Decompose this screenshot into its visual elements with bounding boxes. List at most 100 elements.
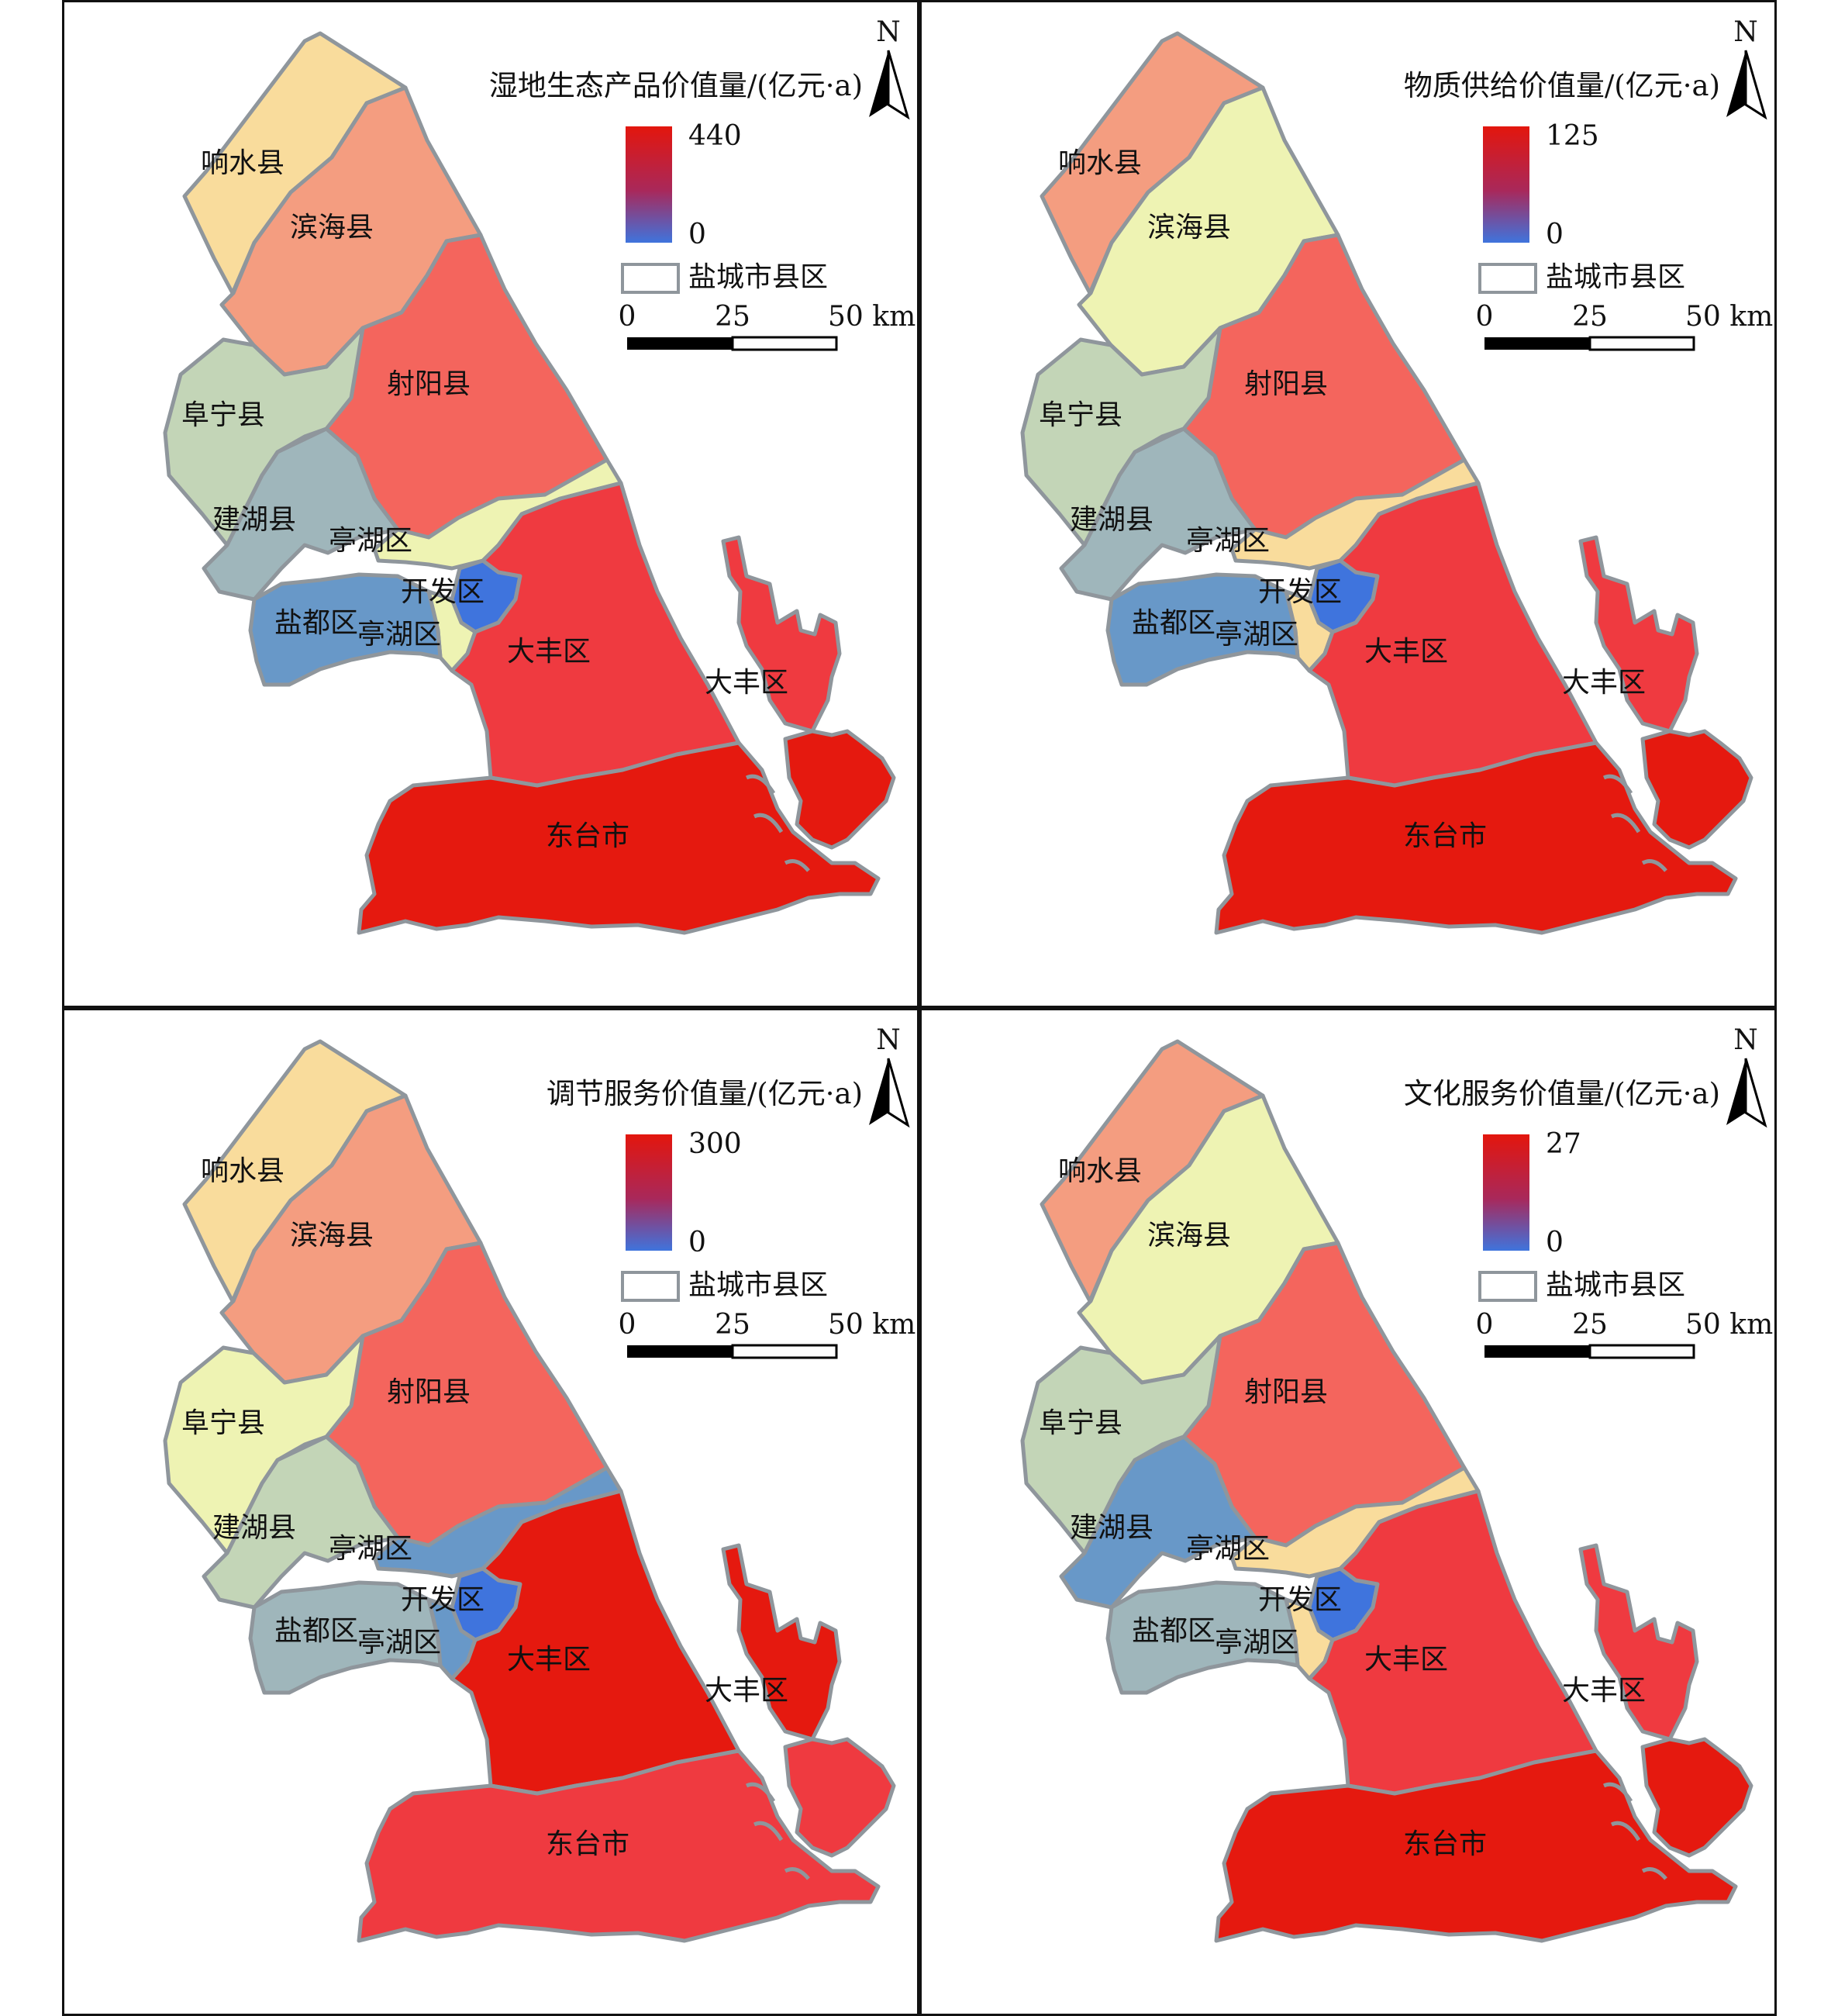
region-dongtai xyxy=(357,1748,881,1943)
legend-max: 440 xyxy=(688,120,742,152)
scale-segment-black xyxy=(1484,337,1590,350)
north-arrow-right xyxy=(887,1058,910,1128)
legend-max: 300 xyxy=(688,1128,742,1160)
label-xiangshui: 响水县 xyxy=(1058,1155,1142,1187)
coast-mark xyxy=(1610,813,1641,834)
county-regions xyxy=(163,31,896,935)
boundary-label: 盐城市县区 xyxy=(1546,1269,1685,1301)
legend-min: 0 xyxy=(688,219,706,250)
label-kaifa: 开发区 xyxy=(401,1584,484,1616)
scale-segment-black xyxy=(627,1345,733,1358)
color-ramp xyxy=(626,126,672,243)
coast-mark xyxy=(753,813,784,834)
region-dongtai xyxy=(1214,1748,1738,1943)
county-regions xyxy=(163,1039,896,1943)
region-jianhu xyxy=(1059,426,1257,602)
region-jianhu xyxy=(202,426,400,602)
legend-max: 125 xyxy=(1546,120,1599,152)
label-kaifa: 开发区 xyxy=(1258,576,1342,608)
scale-tick: 25 xyxy=(1572,301,1608,333)
label-jianhu: 建湖县 xyxy=(1070,1512,1153,1544)
label-binhai: 滨海县 xyxy=(1147,212,1231,243)
label-xiangshui: 响水县 xyxy=(201,147,284,179)
region-dongtai-e xyxy=(1640,729,1753,850)
label-jianhu: 建湖县 xyxy=(212,504,296,536)
coastline-details xyxy=(1602,774,1667,872)
region-dafeng xyxy=(1307,1489,1598,1796)
north-arrow-left xyxy=(869,1058,888,1125)
label-dongtai: 东台市 xyxy=(546,1828,629,1860)
north-label: N xyxy=(876,1024,901,1056)
north-arrow-left xyxy=(1726,1058,1746,1125)
legend-min: 0 xyxy=(688,1227,706,1258)
boundary-swatch xyxy=(1478,263,1537,294)
label-dafeng-e: 大丰区 xyxy=(1562,667,1646,699)
scale-tick: 50 km xyxy=(1685,1309,1773,1341)
scale-tick: 0 xyxy=(619,1309,636,1341)
label-dafeng: 大丰区 xyxy=(507,636,591,668)
county-regions xyxy=(1020,31,1753,935)
label-tinghu-s: 亭湖区 xyxy=(357,619,441,651)
boundary-swatch xyxy=(1478,1271,1537,1302)
scale-bar: 0 25 50 km xyxy=(1476,1309,1773,1359)
map-svg: 响水县滨海县射阳县阜宁县建湖县亭湖区开发区盐都区亭湖区大丰区大丰区东台市N湿地生… xyxy=(163,16,916,935)
label-sheyang: 射阳县 xyxy=(1244,1376,1328,1408)
label-xiangshui: 响水县 xyxy=(201,1155,284,1187)
color-ramp xyxy=(626,1134,672,1251)
region-dafeng-e xyxy=(721,535,842,734)
scale-tick: 25 xyxy=(715,301,750,333)
scale-tick: 25 xyxy=(715,1309,750,1341)
north-label: N xyxy=(1733,1024,1758,1056)
north-arrow: N xyxy=(1726,1024,1767,1128)
legend: 文化服务价值量/(亿元·a) 27 0 盐城市县区 xyxy=(1404,1077,1720,1302)
region-dafeng-e xyxy=(1578,535,1699,734)
label-kaifa: 开发区 xyxy=(401,576,484,608)
boundary-label: 盐城市县区 xyxy=(688,261,828,293)
label-yandu: 盐都区 xyxy=(1132,1615,1215,1647)
region-jianhu xyxy=(202,1434,400,1610)
label-tinghu-n: 亭湖区 xyxy=(1186,525,1270,557)
label-tinghu-s: 亭湖区 xyxy=(1215,619,1298,651)
label-sheyang: 射阳县 xyxy=(387,1376,471,1408)
label-dafeng: 大丰区 xyxy=(1364,1644,1448,1676)
scale-tick: 50 km xyxy=(828,301,916,333)
legend-title: 调节服务价值量/(亿元·a) xyxy=(547,1077,863,1110)
scale-tick: 0 xyxy=(1476,1309,1494,1341)
coast-mark xyxy=(784,859,810,872)
label-tinghu-n: 亭湖区 xyxy=(329,1533,412,1565)
label-yandu: 盐都区 xyxy=(274,1615,358,1647)
legend-min: 0 xyxy=(1546,219,1564,250)
label-tinghu-n: 亭湖区 xyxy=(329,525,412,557)
north-arrow-left xyxy=(1726,50,1746,117)
coast-mark xyxy=(1641,859,1667,872)
label-dafeng-e: 大丰区 xyxy=(705,667,788,699)
scale-segment-white xyxy=(1588,336,1695,351)
coast-mark xyxy=(1610,1821,1641,1842)
map-panel-1: 响水县 滨海县 射阳县 阜宁县 建湖县 亭湖区 开发区 盐都区 亭湖区 大丰区 大丰区 东台市 N 湿地生… xyxy=(62,0,919,1008)
region-yandu xyxy=(248,572,443,687)
label-dafeng-e: 大丰区 xyxy=(1562,1675,1646,1707)
coast-mark xyxy=(753,1821,784,1842)
scale-tick: 0 xyxy=(619,301,636,333)
label-dongtai: 东台市 xyxy=(546,820,629,852)
label-tinghu-s: 亭湖区 xyxy=(357,1627,441,1659)
map-svg: 响水县滨海县射阳县阜宁县建湖县亭湖区开发区盐都区亭湖区大丰区大丰区东台市N调节服… xyxy=(163,1024,916,1943)
scale-segment-white xyxy=(731,1344,838,1359)
region-dongtai xyxy=(357,740,881,935)
north-arrow-right xyxy=(1744,50,1767,120)
coastline-details xyxy=(1602,1782,1667,1880)
scale-tick: 50 km xyxy=(828,1309,916,1341)
boundary-swatch xyxy=(621,1271,680,1302)
north-label: N xyxy=(876,16,901,48)
region-dongtai-e xyxy=(783,1737,896,1858)
region-yandu xyxy=(1105,572,1300,687)
legend: 湿地生态产品价值量/(亿元·a) 440 0 盐城市县区 xyxy=(489,69,863,294)
north-arrow-right xyxy=(887,50,910,120)
region-dafeng xyxy=(1307,481,1598,788)
region-dongtai-e xyxy=(783,729,896,850)
region-dongtai xyxy=(1214,740,1738,935)
label-funing: 阜宁县 xyxy=(1039,399,1122,431)
